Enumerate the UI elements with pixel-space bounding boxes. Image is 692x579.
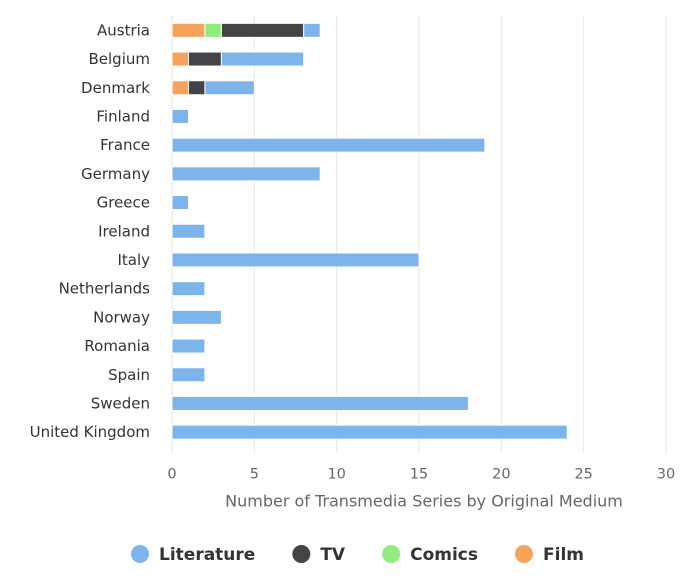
category-label: Romania [84,337,150,355]
x-tick-label: 15 [410,467,428,483]
x-axis-ticks: 0 5 10 15 20 25 30 [167,467,675,483]
bars [171,22,568,440]
x-axis-title: Number of Transmedia Series by Original … [225,492,623,511]
bar-literature-finland[interactable] [171,108,189,124]
bar-literature-sweden[interactable] [171,395,469,411]
x-tick-label: 25 [574,467,592,483]
bar-literature-austria[interactable] [303,22,321,38]
x-tick-label: 5 [250,467,259,483]
bar-literature-denmark[interactable] [204,80,255,96]
x-tick-label: 30 [657,467,675,483]
legend-marker-icon [382,545,401,563]
x-tick-label: 0 [167,467,176,483]
bar-comics-austria[interactable] [204,22,222,38]
legend-marker-icon [292,545,311,563]
bar-literature-romania[interactable] [171,338,206,354]
x-tick-label: 10 [327,467,345,483]
bar-literature-united-kingdom[interactable] [171,424,568,440]
category-label: Greece [97,194,150,212]
bar-tv-belgium[interactable] [187,51,222,67]
category-label: Norway [93,308,150,326]
bar-tv-denmark[interactable] [187,80,206,96]
bar-literature-greece[interactable] [171,195,189,211]
category-label: Denmark [81,79,150,97]
bar-literature-netherlands[interactable] [171,281,206,297]
category-label: Spain [108,366,150,384]
category-label: Austria [97,21,150,39]
category-label: Netherlands [59,280,151,298]
category-label: France [100,136,150,154]
legend-label: TV [320,545,346,565]
bar-literature-france[interactable] [171,137,486,153]
category-label: Belgium [89,50,151,68]
legend-label: Literature [159,545,255,565]
legend-marker-icon [131,545,149,563]
legend-marker-icon [515,545,533,563]
x-tick-label: 20 [492,467,510,483]
legend-label: Comics [410,545,478,565]
bar-film-austria[interactable] [171,22,206,38]
bar-film-denmark[interactable] [171,80,189,96]
category-label: Ireland [98,222,150,240]
category-label: Finland [96,107,150,125]
bar-literature-ireland[interactable] [171,223,206,239]
bar-literature-norway[interactable] [171,309,222,325]
bar-film-belgium[interactable] [171,51,189,67]
bar-literature-germany[interactable] [171,166,321,182]
category-label: Sweden [91,394,150,412]
bar-literature-belgium[interactable] [220,51,305,67]
legend-item-literature[interactable]: Literature [131,545,255,565]
category-labels: Austria Belgium Denmark Finland France German… [30,21,151,441]
bar-literature-italy[interactable] [171,252,420,268]
legend-label: Film [543,545,584,565]
legend: Literature TV Comics Film [131,545,584,565]
legend-item-film[interactable]: Film [515,545,584,565]
bar-literature-spain[interactable] [171,367,206,383]
category-label: Germany [81,165,150,183]
category-label: Italy [117,251,150,269]
legend-item-comics[interactable]: Comics [382,545,478,565]
legend-item-tv[interactable]: TV [292,545,346,565]
bar-tv-austria[interactable] [220,22,305,38]
category-label: United Kingdom [30,423,150,441]
